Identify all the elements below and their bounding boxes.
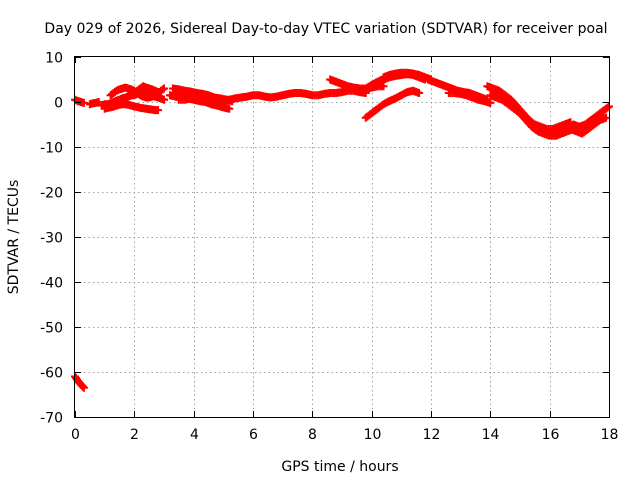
series-s2 bbox=[85, 98, 103, 109]
data-point bbox=[154, 106, 163, 115]
x-tick-label: 0 bbox=[71, 427, 80, 443]
series-s14 bbox=[379, 68, 435, 84]
axes: 0 2 4 6 8 10 12 14 16 18 10 0 -10 -20 -30 -40 -50 -60 -70 bbox=[40, 51, 618, 444]
data-point bbox=[603, 103, 612, 112]
data-point bbox=[160, 95, 168, 104]
x-tick-label: 16 bbox=[542, 427, 560, 443]
x-tick-label: 6 bbox=[249, 427, 258, 443]
y-tick-label: -60 bbox=[40, 366, 63, 382]
y-tick-label: -10 bbox=[40, 141, 63, 157]
data-point bbox=[486, 98, 495, 107]
data-point bbox=[415, 89, 424, 97]
series-s21 bbox=[71, 372, 88, 392]
x-tick-label: 10 bbox=[364, 427, 382, 443]
y-tick-label: -70 bbox=[40, 411, 63, 427]
series-s19 bbox=[530, 113, 611, 138]
y-tick-label: 10 bbox=[45, 51, 63, 67]
x-tick-label: 2 bbox=[130, 427, 139, 443]
y-tick-label: -20 bbox=[40, 186, 63, 202]
x-tick-label: 12 bbox=[423, 427, 441, 443]
data-point bbox=[160, 84, 168, 93]
series-s6 bbox=[109, 89, 168, 106]
x-tick-label: 4 bbox=[190, 427, 199, 443]
x-axis-label: GPS time / hours bbox=[281, 459, 398, 475]
data-point bbox=[225, 104, 234, 113]
data-point bbox=[158, 85, 167, 94]
x-tick-label: 8 bbox=[308, 427, 317, 443]
y-tick-label: -30 bbox=[40, 231, 63, 247]
y-tick-label: -50 bbox=[40, 321, 63, 337]
data-point bbox=[79, 383, 88, 392]
data-point bbox=[79, 98, 88, 107]
series-s16 bbox=[444, 89, 495, 107]
x-tick-label: 18 bbox=[601, 427, 619, 443]
plot-frame bbox=[74, 56, 610, 418]
data-point bbox=[379, 82, 388, 91]
grid-lines bbox=[75, 57, 609, 417]
y-tick-label: 0 bbox=[54, 96, 63, 112]
data-point bbox=[602, 113, 611, 122]
x-tick-label: 14 bbox=[482, 427, 500, 443]
series-s1 bbox=[71, 95, 88, 107]
series-s13 bbox=[361, 86, 424, 122]
chart-title: Day 029 of 2026, Sidereal Day-to-day VTE… bbox=[44, 21, 607, 37]
y-tick-label: -40 bbox=[40, 276, 63, 292]
y-axis-label: SDTVAR / TECUs bbox=[6, 180, 22, 295]
data-series bbox=[71, 68, 613, 392]
